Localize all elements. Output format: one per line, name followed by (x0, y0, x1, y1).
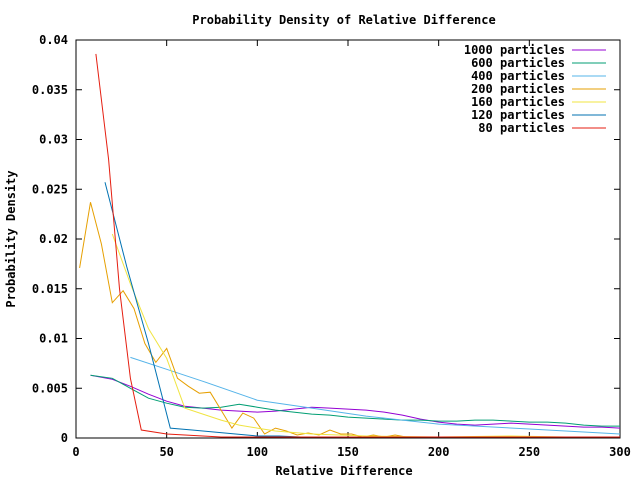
legend-label-400-particles: 400 particles (471, 69, 565, 83)
series-line-200-particles (79, 202, 439, 438)
x-tick-label: 100 (246, 445, 268, 459)
x-tick-label: 300 (609, 445, 631, 459)
y-tick-label: 0.035 (32, 83, 68, 97)
y-tick-label: 0 (61, 431, 68, 445)
y-tick-label: 0.02 (39, 232, 68, 246)
legend-label-200-particles: 200 particles (471, 82, 565, 96)
y-tick-label: 0.04 (39, 33, 68, 47)
x-tick-label: 0 (72, 445, 79, 459)
y-tick-label: 0.01 (39, 332, 68, 346)
series-line-400-particles (130, 356, 621, 435)
legend-label-120-particles: 120 particles (471, 108, 565, 122)
series-line-120-particles (104, 182, 584, 438)
series-line-1000-particles (90, 374, 621, 429)
y-tick-label: 0.005 (32, 381, 68, 395)
y-tick-label: 0.03 (39, 133, 68, 147)
series-lines (79, 53, 621, 438)
series-line-80-particles (95, 53, 620, 438)
y-tick-label: 0.025 (32, 182, 68, 196)
y-tick-label: 0.015 (32, 282, 68, 296)
x-tick-label: 200 (428, 445, 450, 459)
x-tick-label: 250 (518, 445, 540, 459)
legend-label-600-particles: 600 particles (471, 56, 565, 70)
x-axis-label: Relative Difference (275, 464, 412, 478)
legend-label-160-particles: 160 particles (471, 95, 565, 109)
legend-label-1000-particles: 1000 particles (464, 43, 565, 57)
chart-title: Probability Density of Relative Differen… (192, 13, 495, 27)
x-axis: 0 50 100 150 200 250 300 (72, 40, 631, 459)
x-tick-label: 150 (337, 445, 359, 459)
y-axis: 0 0.005 0.01 0.015 0.02 0.025 0.03 0.035 0.04 (32, 33, 620, 445)
legend-label-80-particles: 80 particles (478, 121, 565, 135)
x-tick-label: 50 (159, 445, 173, 459)
y-axis-label: Probability Density (4, 170, 18, 307)
series-line-600-particles (90, 374, 620, 427)
